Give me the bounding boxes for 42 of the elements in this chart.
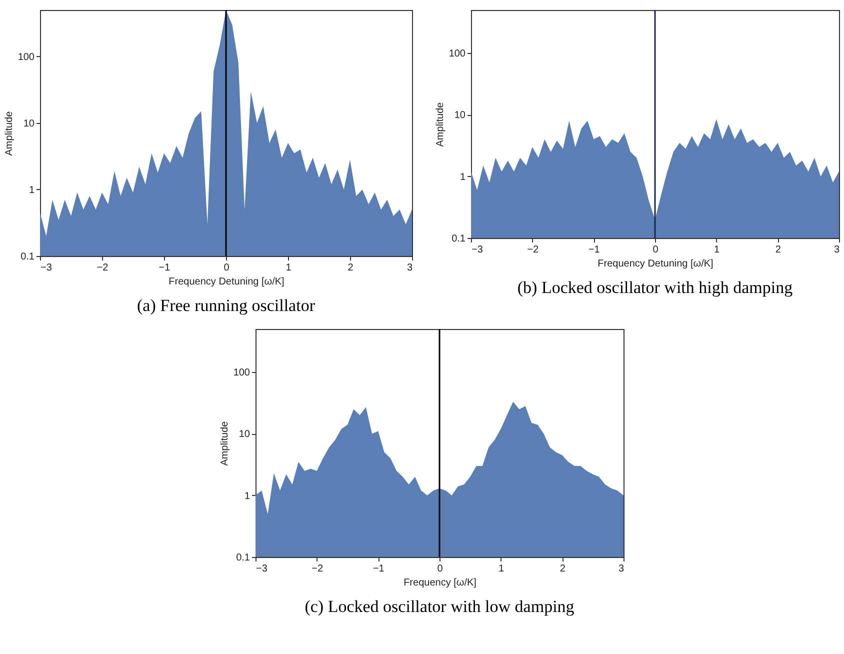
x-axis-title: Frequency Detuning [ω/K]	[168, 276, 285, 288]
x-tick-label: 0	[652, 244, 659, 256]
text: (b) Locked oscillator with high damping	[517, 278, 794, 297]
y-axis-title: Amplitude	[219, 420, 230, 466]
text: (a) Free running oscillator	[137, 296, 316, 315]
x-tick-label: 3	[406, 262, 413, 274]
x-tick-label: 3	[618, 564, 624, 574]
y-tick-label: 100	[448, 48, 466, 60]
y-tick-label: 0.1	[20, 252, 35, 262]
y-tick-label: 1	[28, 184, 35, 196]
y-tick-label: 10	[23, 118, 35, 130]
y-tick-label: 1	[460, 172, 466, 183]
y-tick-label: 1	[244, 490, 250, 502]
y-tick-label: 0.1	[236, 552, 250, 564]
x-tick-label: 2	[560, 564, 566, 574]
x-tick-label: −3	[40, 262, 52, 274]
x-tick-label: −2	[312, 564, 324, 574]
x-tick-label: −2	[96, 262, 109, 274]
x-tick-label: −1	[588, 244, 600, 256]
x-tick-label: 2	[775, 244, 782, 256]
y-tick-label: 100	[233, 368, 250, 379]
x-tick-label: 2	[348, 262, 354, 274]
y-axis-title: Amplitude	[4, 110, 15, 156]
x-tick-label: −3	[472, 244, 484, 256]
y-axis-title: Amplitude	[434, 102, 446, 147]
x-tick-label: 0	[224, 262, 230, 274]
x-tick-label: 1	[498, 564, 505, 574]
x-tick-label: 1	[286, 262, 292, 274]
x-tick-label: −1	[158, 262, 171, 274]
y-tick-label: 10	[454, 110, 466, 122]
x-tick-label: −3	[256, 564, 268, 574]
x-tick-label: 1	[714, 244, 720, 256]
x-axis-title: Frequency [ω/K]	[404, 578, 477, 588]
x-tick-label: −2	[527, 244, 539, 256]
y-tick-label: 100	[18, 52, 35, 63]
x-axis-title: Frequency Detuning [ω/K]	[598, 258, 714, 270]
x-tick-label: 0	[437, 564, 444, 574]
y-tick-label: 0.1	[452, 234, 466, 244]
x-tick-label: −1	[372, 564, 385, 574]
x-tick-label: 3	[834, 244, 840, 256]
text: (c) Locked oscillator with low damping	[304, 597, 575, 616]
y-tick-label: 10	[238, 429, 250, 440]
